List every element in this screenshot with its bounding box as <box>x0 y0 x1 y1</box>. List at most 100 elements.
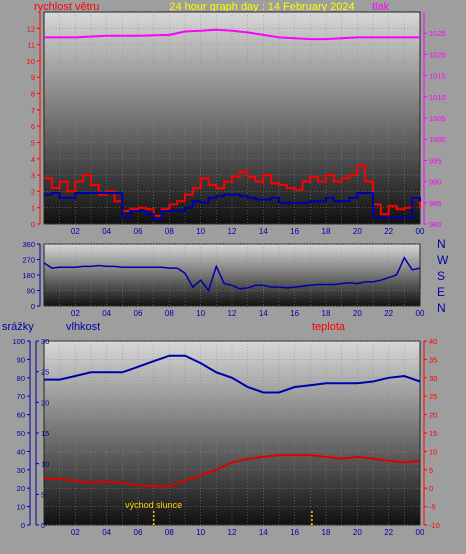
chart-title: 24 hour graph day : 14 February 2024 <box>169 1 354 13</box>
direction-tick-180: 180 <box>22 271 35 280</box>
hum-x-tick-22: 22 <box>384 528 393 537</box>
direction-tick-360: 360 <box>22 240 35 249</box>
dir-x-tick-18: 18 <box>322 309 331 318</box>
temperature-label: teplota <box>312 321 346 333</box>
dir-x-tick-10: 10 <box>196 309 205 318</box>
dir-x-tick-14: 14 <box>259 309 268 318</box>
dir-x-tick-16: 16 <box>290 309 299 318</box>
wind-x-tick-00: 00 <box>416 227 425 236</box>
rain-tick-30: 30 <box>17 466 25 475</box>
wind-speed-tick-9: 9 <box>31 73 35 82</box>
rain-tick-70: 70 <box>17 392 25 401</box>
pressure-tick-1015: 1015 <box>429 72 446 81</box>
wind-speed-tick-1: 1 <box>31 204 35 213</box>
wind-speed-tick-12: 12 <box>27 24 35 33</box>
wind-plot-grid <box>44 12 420 225</box>
wind-speed-tick-10: 10 <box>27 57 35 66</box>
wind-x-tick-22: 22 <box>384 227 393 236</box>
sunrise-annotation: východ slunce <box>125 500 182 510</box>
wind-x-tick-20: 20 <box>353 227 362 236</box>
humidity-tick-25: 25 <box>41 368 49 377</box>
pressure-tick-1020: 1020 <box>429 50 446 59</box>
direction-axis: 0 90 180 270 360 <box>22 240 41 311</box>
series-temperature <box>44 454 421 488</box>
hum-x-tick-06: 06 <box>134 528 143 537</box>
wind-speed-tick-7: 7 <box>31 106 35 115</box>
hum-x-tick-02: 02 <box>71 528 80 537</box>
humidity-label: vlhkost <box>66 321 100 333</box>
wind-speed-tick-3: 3 <box>31 171 35 180</box>
series-wind-speed <box>44 164 421 217</box>
dir-x-tick-02: 02 <box>71 309 80 318</box>
wind-speed-tick-11: 11 <box>27 41 35 50</box>
wind-x-tick-02: 02 <box>71 227 80 236</box>
humidity-tick-5: 5 <box>41 490 45 499</box>
pressure-tick-980: 980 <box>429 220 442 229</box>
rain-axis: 0 10 20 30 40 50 60 70 80 90 100 <box>12 337 31 530</box>
dir-x-tick-22: 22 <box>384 309 393 318</box>
direction-label-w: W <box>437 253 449 267</box>
direction-plot-grid <box>44 243 420 307</box>
series-wind-average <box>44 192 421 221</box>
pressure-tick-985: 985 <box>429 199 442 208</box>
direction-label-s: S <box>437 269 445 283</box>
wind-x-tick-14: 14 <box>259 227 268 236</box>
rain-tick-10: 10 <box>17 503 25 512</box>
hum-x-tick-20: 20 <box>353 528 362 537</box>
rain-tick-50: 50 <box>17 429 25 438</box>
wind-speed-tick-5: 5 <box>31 138 35 147</box>
direction-tick-0: 0 <box>31 302 35 311</box>
pressure-axis: 980 985 990 995 1000 1005 1010 1015 1020 1025 <box>423 12 446 229</box>
hum-x-tick-10: 10 <box>196 528 205 537</box>
rain-tick-20: 20 <box>17 484 25 493</box>
humidity-tick-0: 0 <box>41 521 45 530</box>
hum-x-tick-00: 00 <box>416 528 425 537</box>
pressure-tick-1025: 1025 <box>429 29 446 38</box>
direction-label-n-top: N <box>437 237 446 251</box>
temperature-tick--10: -10 <box>429 521 440 530</box>
wind-x-tick-18: 18 <box>322 227 331 236</box>
humidity-tick-15: 15 <box>41 429 49 438</box>
hum-x-tick-04: 04 <box>102 528 111 537</box>
pressure-tick-995: 995 <box>429 156 442 165</box>
temperature-tick-5: 5 <box>429 466 433 475</box>
wind-speed-tick-0: 0 <box>31 220 35 229</box>
series-pressure <box>44 28 420 41</box>
hum-x-tick-12: 12 <box>228 528 237 537</box>
wind-x-tick-08: 08 <box>165 227 174 236</box>
temperature-tick-40: 40 <box>429 337 437 346</box>
hum-x-tick-08: 08 <box>165 528 174 537</box>
wind-x-tick-16: 16 <box>290 227 299 236</box>
temperature-tick--5: -5 <box>429 503 436 512</box>
temperature-axis: -10 -5 0 5 10 15 20 25 30 35 40 <box>423 337 440 530</box>
wind-x-tick-12: 12 <box>228 227 237 236</box>
wind-speed-tick-2: 2 <box>31 187 35 196</box>
pressure-tick-1000: 1000 <box>429 135 446 144</box>
wind-x-tick-04: 04 <box>102 227 111 236</box>
wind-x-tick-10: 10 <box>196 227 205 236</box>
dir-x-tick-00: 00 <box>416 309 425 318</box>
dir-x-tick-06: 06 <box>134 309 143 318</box>
temperature-tick-35: 35 <box>429 355 437 364</box>
dir-x-tick-12: 12 <box>228 309 237 318</box>
humidity-tick-30: 30 <box>41 337 49 346</box>
rain-tick-90: 90 <box>17 355 25 364</box>
dir-x-tick-20: 20 <box>353 309 362 318</box>
temperature-tick-10: 10 <box>429 447 437 456</box>
wind-time-axis: 02 04 06 08 10 12 14 16 18 20 22 00 <box>71 227 425 236</box>
wind-speed-label: rychlost větru <box>34 1 99 13</box>
rain-tick-100: 100 <box>12 337 25 346</box>
hum-x-tick-18: 18 <box>322 528 331 537</box>
pressure-tick-1010: 1010 <box>429 93 446 102</box>
dir-x-tick-08: 08 <box>165 309 174 318</box>
temperature-tick-20: 20 <box>429 411 437 420</box>
humidity-tick-20: 20 <box>41 398 49 407</box>
temperature-tick-0: 0 <box>429 484 433 493</box>
pressure-tick-990: 990 <box>429 178 442 187</box>
rain-tick-60: 60 <box>17 411 25 420</box>
rain-tick-40: 40 <box>17 447 25 456</box>
direction-tick-90: 90 <box>27 287 35 296</box>
series-wind-direction <box>43 256 421 293</box>
